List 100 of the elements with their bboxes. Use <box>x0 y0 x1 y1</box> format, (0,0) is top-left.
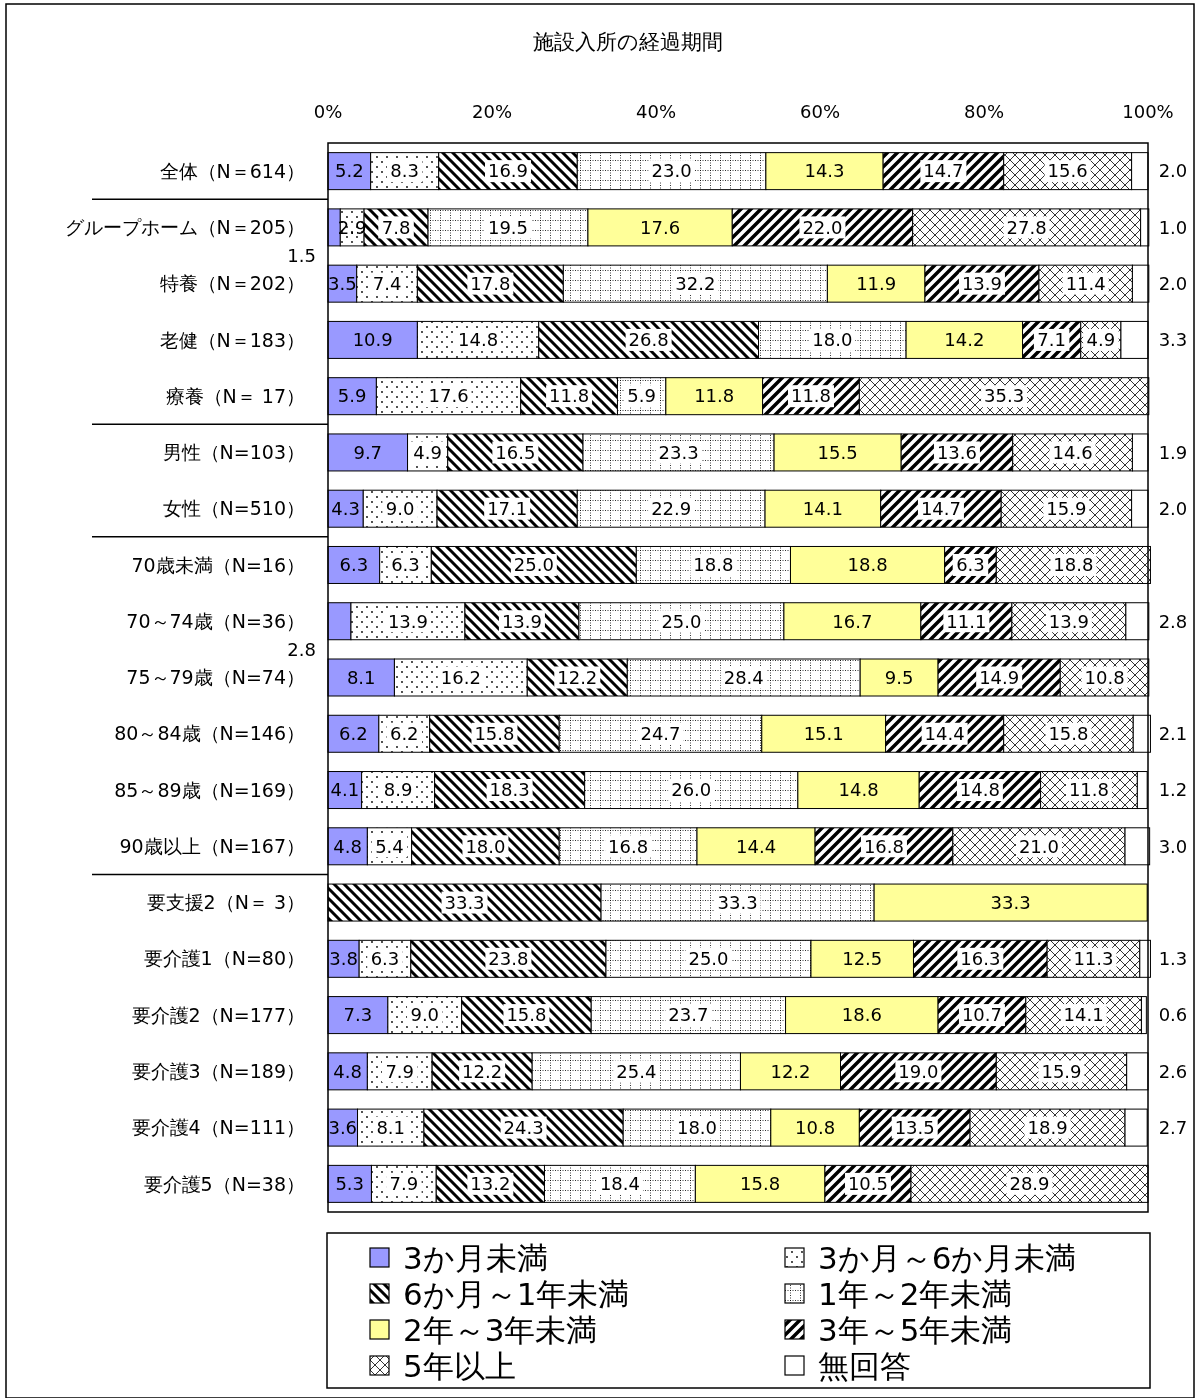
data-label: 16.7 <box>832 610 873 632</box>
data-label: 14.1 <box>1063 1004 1104 1026</box>
y-tick-label: 75～79歳（N=74） <box>126 666 305 689</box>
y-tick-label: 女性（N=510） <box>162 497 305 520</box>
data-label: 4.1 <box>330 779 360 801</box>
y-tick-label: 85～89歳（N=169） <box>114 778 305 801</box>
data-label: 1.3 <box>1158 948 1188 970</box>
data-label: 25.4 <box>616 1060 657 1082</box>
legend-label: 2年～3年未満 <box>403 1312 598 1349</box>
data-label: 2.1 <box>1158 723 1188 745</box>
data-label: 25.0 <box>513 554 554 576</box>
data-label: 9.0 <box>410 1004 440 1026</box>
data-label: 6.3 <box>370 948 400 970</box>
data-label: 0.6 <box>1158 1004 1188 1026</box>
data-label: 18.4 <box>599 1173 640 1195</box>
data-label: 5.9 <box>627 385 656 407</box>
data-label: 11.8 <box>549 385 590 407</box>
data-label: 4.8 <box>333 1060 362 1082</box>
data-label: 32.2 <box>675 272 716 294</box>
data-label: 23.8 <box>488 948 529 970</box>
data-label: 7.8 <box>381 216 411 238</box>
x-tick-label: 0% <box>313 101 343 123</box>
data-label: 33.3 <box>717 891 758 913</box>
data-label: 22.0 <box>802 216 843 238</box>
data-label: 10.5 <box>847 1173 889 1195</box>
data-label: 18.0 <box>676 1116 718 1138</box>
legend-label: 無回答 <box>818 1348 911 1385</box>
data-label: 14.2 <box>944 329 985 351</box>
data-label: 3.5 <box>328 272 357 294</box>
data-label: 14.1 <box>802 498 843 520</box>
data-label: 14.3 <box>804 160 845 182</box>
data-label: 7.9 <box>389 1173 419 1195</box>
data-label: 14.4 <box>736 835 777 857</box>
data-label: 6.2 <box>389 723 419 745</box>
legend-label: 5年以上 <box>403 1348 516 1385</box>
y-tick-label: 90歳以上（N=167） <box>119 834 305 857</box>
data-label: 23.3 <box>658 441 699 463</box>
data-label: 13.9 <box>387 610 428 632</box>
data-label: 8.1 <box>346 666 376 688</box>
data-label: 1.9 <box>1158 441 1188 463</box>
data-label: 11.3 <box>1073 948 1114 970</box>
data-label: 13.6 <box>936 441 977 463</box>
data-label: 15.9 <box>1046 498 1087 520</box>
x-tick-label: 100% <box>1122 101 1174 123</box>
y-tick-label: 要介護1（N=80） <box>143 947 305 970</box>
data-label: 16.2 <box>440 666 481 688</box>
data-label: 25.0 <box>688 948 729 970</box>
data-label: 12.2 <box>557 666 598 688</box>
data-label: 18.8 <box>847 554 888 576</box>
y-tick-label: 要介護3（N=189） <box>131 1059 305 1082</box>
data-label: 14.9 <box>979 666 1020 688</box>
data-label: 14.8 <box>838 779 879 801</box>
data-label: 16.8 <box>863 835 904 857</box>
legend-label: 1年～2年未満 <box>818 1276 1013 1313</box>
y-tick-label: 全体（N＝614） <box>159 159 305 182</box>
data-label: 14.8 <box>959 779 1000 801</box>
data-label: 27.8 <box>1006 216 1047 238</box>
data-label: 17.6 <box>428 385 469 407</box>
data-label: 28.9 <box>1009 1173 1050 1195</box>
data-label: 4.9 <box>1086 329 1116 351</box>
data-label: 10.8 <box>1084 666 1125 688</box>
data-label: 14.4 <box>924 723 965 745</box>
data-label: 33.3 <box>444 891 485 913</box>
legend-label: 3年～5年未満 <box>818 1312 1013 1349</box>
data-label: 18.8 <box>693 554 734 576</box>
data-label: 8.9 <box>383 779 413 801</box>
data-label: 3.0 <box>1158 835 1188 857</box>
data-label: 2.0 <box>1158 272 1188 294</box>
legend-label: 3か月未満 <box>403 1240 548 1277</box>
data-label: 12.2 <box>462 1060 503 1082</box>
x-tick-label: 60% <box>799 101 841 123</box>
data-label: 16.9 <box>487 160 529 182</box>
data-label: 10.9 <box>352 329 393 351</box>
data-label: 15.8 <box>506 1004 547 1026</box>
legend-label: 3か月～6か月未満 <box>818 1240 1077 1277</box>
data-label: 15.8 <box>740 1173 781 1195</box>
data-label: 13.5 <box>894 1116 935 1138</box>
data-label: 1.0 <box>1158 216 1188 238</box>
x-tick-label: 80% <box>963 101 1005 123</box>
data-label: 17.8 <box>470 272 511 294</box>
data-label: 6.3 <box>391 554 420 576</box>
data-label: 14.7 <box>920 498 961 520</box>
data-label: 7.4 <box>372 272 402 294</box>
y-tick-label: 療養（N＝ 17） <box>165 384 305 407</box>
data-label: 18.8 <box>1053 554 1094 576</box>
data-label: 7.1 <box>1037 329 1066 351</box>
data-label: 2.6 <box>1158 1060 1188 1082</box>
data-label: 6.3 <box>339 554 369 576</box>
data-label: 19.0 <box>898 1060 939 1082</box>
data-label: 11.1 <box>946 610 987 632</box>
data-label: 19.5 <box>487 216 529 238</box>
y-tick-label: 特養（N＝202） <box>159 272 305 295</box>
data-label: 26.0 <box>671 779 712 801</box>
data-label: 18.6 <box>841 1004 882 1026</box>
data-label: 2.8 <box>287 638 316 660</box>
data-label: 23.0 <box>651 160 692 182</box>
data-label: 18.0 <box>812 329 853 351</box>
data-label: 1.2 <box>1158 779 1188 801</box>
data-label: 13.9 <box>961 272 1002 294</box>
data-label: 23.7 <box>668 1004 709 1026</box>
